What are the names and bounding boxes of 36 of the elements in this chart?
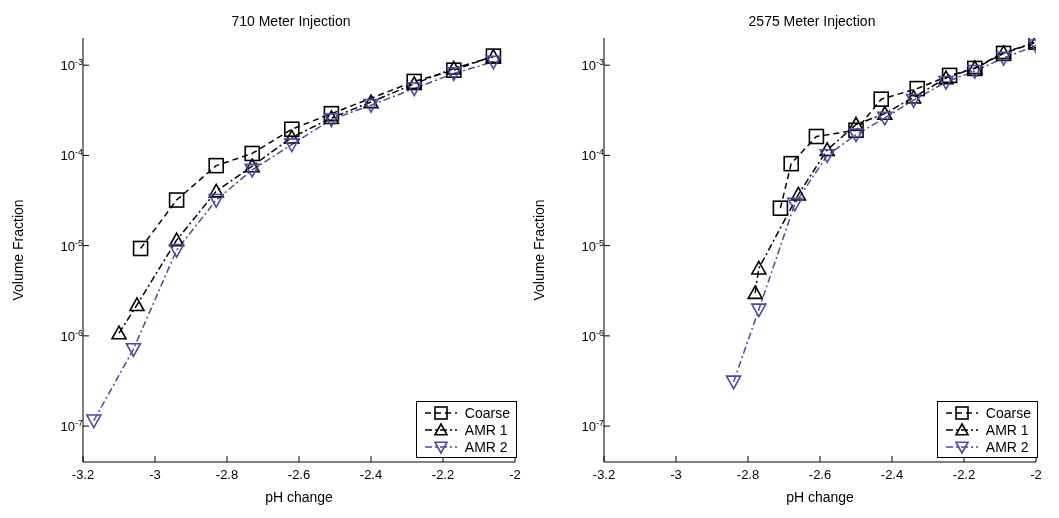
x-tick-label: -2 — [1030, 467, 1042, 483]
y-tick-label: 10$^{-6}$ — [581, 327, 604, 344]
x-axis-title: pH change — [786, 489, 855, 505]
y-tick-label: 10$^{-7}$ — [581, 418, 604, 435]
x-tick-label: -2.6 — [808, 467, 832, 483]
legend-label: AMR 2 — [985, 438, 1029, 455]
y-tick-label: 10$^{-4}$ — [60, 147, 83, 164]
legend-label: AMR 2 — [464, 438, 508, 455]
y-tick-label: 10$^{-3}$ — [581, 57, 604, 74]
x-tick-label: -3.2 — [592, 467, 616, 483]
y-axis-title: Volume Fraction — [530, 199, 547, 301]
y-tick-label: 10$^{-4}$ — [581, 147, 604, 164]
legend-label: Coarse — [464, 404, 510, 421]
y-tick-label: 10$^{-6}$ — [60, 327, 83, 344]
y-tick-label: 10$^{-5}$ — [581, 237, 604, 254]
legend-label: AMR 1 — [464, 421, 508, 438]
x-tick-label: -3 — [670, 467, 682, 483]
x-tick-label: -3 — [149, 467, 161, 483]
x-tick-label: -2.6 — [287, 467, 311, 483]
x-tick-label: -2.2 — [431, 467, 455, 483]
legend-label: Coarse — [985, 404, 1031, 421]
x-tick-label: -3.2 — [71, 467, 95, 483]
y-tick-label: 10$^{-5}$ — [60, 237, 83, 254]
legend-label: AMR 1 — [985, 421, 1029, 438]
chart-title: 2575 Meter Injection — [748, 13, 876, 29]
x-tick-label: -2.4 — [880, 467, 904, 483]
x-tick-label: -2.8 — [215, 467, 239, 483]
y-axis-title: Volume Fraction — [9, 199, 26, 301]
chart-title: 710 Meter Injection — [231, 13, 351, 29]
x-axis-title: pH change — [265, 489, 334, 505]
x-tick-label: -2.2 — [952, 467, 976, 483]
y-tick-label: 10$^{-7}$ — [60, 418, 83, 435]
x-tick-label: -2.8 — [736, 467, 760, 483]
x-tick-label: -2 — [509, 467, 521, 483]
x-tick-label: -2.4 — [359, 467, 383, 483]
y-tick-label: 10$^{-3}$ — [60, 57, 83, 74]
